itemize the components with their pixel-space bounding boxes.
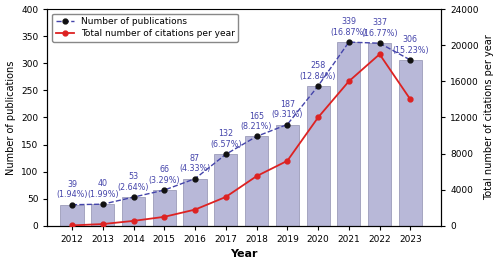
Bar xyxy=(245,136,268,226)
Text: 53
(2.64%): 53 (2.64%) xyxy=(118,172,150,192)
Text: 40
(1.99%): 40 (1.99%) xyxy=(87,179,118,199)
Text: 132
(6.57%): 132 (6.57%) xyxy=(210,130,242,149)
Bar xyxy=(91,204,114,226)
Text: 339
(16.87%): 339 (16.87%) xyxy=(330,17,367,37)
Text: 258
(12.84%): 258 (12.84%) xyxy=(300,61,337,81)
Bar xyxy=(368,43,391,226)
Y-axis label: Total number of citations per year: Total number of citations per year xyxy=(484,35,494,200)
Bar xyxy=(399,60,422,226)
Text: 187
(9.31%): 187 (9.31%) xyxy=(272,100,303,119)
Text: 39
(1.94%): 39 (1.94%) xyxy=(56,180,88,199)
X-axis label: Year: Year xyxy=(230,249,258,259)
Text: 165
(8.21%): 165 (8.21%) xyxy=(241,112,272,131)
Text: 306
(15.23%): 306 (15.23%) xyxy=(392,35,428,55)
Bar xyxy=(122,197,145,226)
Y-axis label: Number of publications: Number of publications xyxy=(6,60,16,175)
Legend: Number of publications, Total number of citations per year: Number of publications, Total number of … xyxy=(52,14,238,42)
Bar xyxy=(276,125,299,226)
Text: 87
(4.33%): 87 (4.33%) xyxy=(180,154,210,173)
Text: 66
(3.29%): 66 (3.29%) xyxy=(148,165,180,185)
Bar xyxy=(214,154,238,226)
Text: 337
(16.77%): 337 (16.77%) xyxy=(362,18,398,38)
Bar xyxy=(338,42,360,226)
Bar xyxy=(152,190,176,226)
Bar xyxy=(60,205,84,226)
Bar xyxy=(184,179,206,226)
Bar xyxy=(306,86,330,226)
